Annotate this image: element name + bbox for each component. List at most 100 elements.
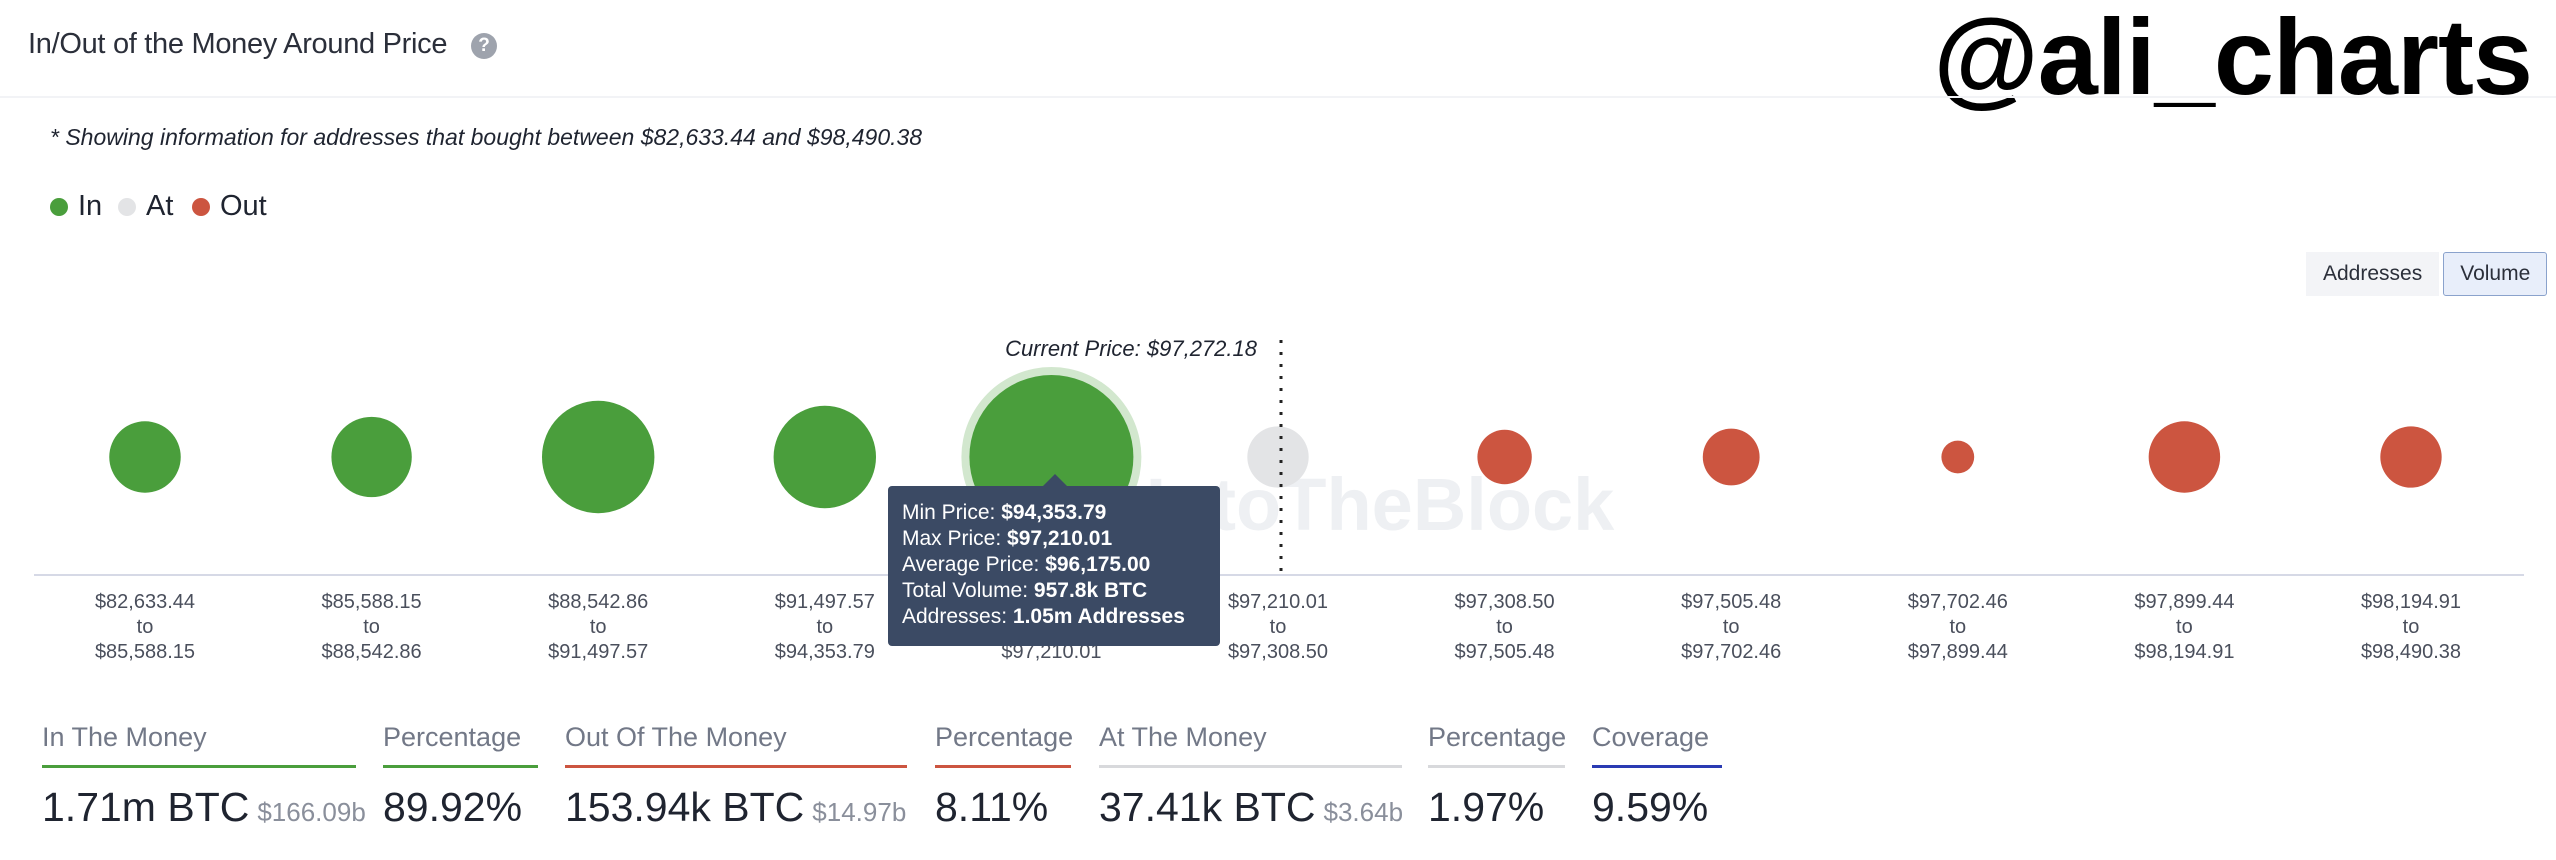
page-title: In/Out of the Money Around Price bbox=[28, 28, 448, 60]
bubble-in-2[interactable] bbox=[331, 416, 412, 498]
bubble-out-7[interactable] bbox=[1477, 429, 1532, 485]
stat-sub-value: $14.97b bbox=[812, 797, 907, 827]
tick-label-3-from: $88,542.86 bbox=[548, 591, 648, 613]
tick-label-8-to-word: to bbox=[1723, 616, 1740, 638]
stat-value: 37.41k BTC bbox=[1099, 784, 1316, 830]
stat-value: 153.94k BTC bbox=[565, 784, 805, 830]
tick-label-2-to: $88,542.86 bbox=[322, 641, 422, 663]
tick-label-10-to: $98,194.91 bbox=[2134, 641, 2234, 663]
tick-label-6-to-word: to bbox=[1270, 616, 1287, 638]
stat-rule bbox=[1099, 765, 1402, 768]
tick-label-1-from: $82,633.44 bbox=[95, 591, 195, 613]
stat-in-the-money: In The Money 1.71m BTC $166.09b bbox=[42, 722, 366, 831]
stat-rule bbox=[1592, 765, 1722, 768]
stat-label: Percentage bbox=[383, 722, 522, 752]
toggle-addresses-button[interactable]: Addresses bbox=[2306, 252, 2440, 296]
bubble-out-11[interactable] bbox=[2380, 426, 2442, 488]
bubble-in-1[interactable] bbox=[109, 421, 181, 493]
tick-label-7-to-word: to bbox=[1496, 616, 1513, 638]
legend-item-at[interactable]: At bbox=[118, 190, 173, 223]
tick-label-1-to-word: to bbox=[137, 616, 154, 638]
bubble-in-3[interactable] bbox=[541, 400, 655, 514]
stat-value: 8.11% bbox=[935, 784, 1049, 830]
header-divider bbox=[0, 96, 2556, 98]
stat-out-percentage: Percentage 8.11% bbox=[935, 722, 1074, 831]
toggle-volume-button[interactable]: Volume bbox=[2443, 252, 2548, 296]
tick-label-10-from: $97,899.44 bbox=[2134, 591, 2234, 613]
tooltip-volume-value: 957.8k BTC bbox=[1033, 579, 1148, 602]
stat-rule bbox=[383, 765, 538, 768]
tick-label-10-to-word: to bbox=[2176, 616, 2193, 638]
tick-label-4-from: $91,497.57 bbox=[775, 591, 875, 613]
tick-label-4-to-word: to bbox=[816, 616, 833, 638]
tooltip-avg-label: Average Price: bbox=[902, 553, 1040, 576]
legend-dot-in-icon bbox=[50, 197, 68, 216]
current-price-label: Current Price: $97,272.18 bbox=[1005, 336, 1258, 361]
tick-label-9-to-word: to bbox=[1949, 616, 1966, 638]
stat-rule bbox=[42, 765, 356, 768]
stat-value: 1.71m BTC bbox=[42, 784, 250, 830]
tooltip-min-label: Min Price: bbox=[902, 501, 996, 524]
tooltip-addresses-label: Addresses: bbox=[902, 605, 1008, 628]
stat-at-percentage: Percentage 1.97% bbox=[1428, 722, 1567, 831]
tooltip-max-value: $97,210.01 bbox=[1007, 527, 1113, 550]
tick-label-7-from: $97,308.50 bbox=[1455, 591, 1555, 613]
tick-label-9-from: $97,702.46 bbox=[1908, 591, 2008, 613]
bubble-out-8[interactable] bbox=[1702, 428, 1760, 486]
tick-label-6-to: $97,308.50 bbox=[1228, 641, 1328, 663]
tick-label-6-from: $97,210.01 bbox=[1228, 591, 1328, 613]
bubble-in-4[interactable] bbox=[773, 405, 877, 509]
tooltip-max-label: Max Price: bbox=[902, 527, 1002, 550]
stat-label: In The Money bbox=[42, 722, 207, 752]
stat-value: 1.97% bbox=[1428, 784, 1545, 830]
tick-label-9-to: $97,899.44 bbox=[1908, 641, 2008, 663]
tooltip-arrow bbox=[1042, 474, 1068, 487]
tick-label-2-to-word: to bbox=[363, 616, 380, 638]
legend-label: At bbox=[146, 190, 174, 222]
intotheblock-watermark: IntoTheBlock bbox=[1146, 463, 1616, 546]
tick-label-3-to-word: to bbox=[590, 616, 607, 638]
tick-label-1-to: $85,588.15 bbox=[95, 641, 195, 663]
stat-at-the-money: At The Money 37.41k BTC $3.64b bbox=[1099, 722, 1404, 831]
stat-rule bbox=[935, 765, 1071, 768]
bubble-at-6[interactable] bbox=[1247, 426, 1309, 488]
legend-label: Out bbox=[220, 190, 267, 222]
tick-label-11-from: $98,194.91 bbox=[2361, 591, 2461, 613]
tooltip-addresses-value: 1.05m Addresses bbox=[1012, 605, 1185, 628]
tooltip-min-value: $94,353.79 bbox=[1001, 501, 1107, 524]
tick-label-5-to: $97,210.01 bbox=[1001, 641, 1101, 663]
stat-coverage: Coverage 9.59% bbox=[1592, 722, 1722, 831]
stat-label: Percentage bbox=[1428, 722, 1567, 752]
stat-value: 9.59% bbox=[1592, 784, 1709, 830]
tick-label-11-to: $98,490.38 bbox=[2361, 641, 2461, 663]
stat-label: Percentage bbox=[935, 722, 1074, 752]
tooltip-volume-label: Total Volume: bbox=[902, 579, 1029, 602]
tick-label-3-to: $91,497.57 bbox=[548, 641, 648, 663]
tick-label-11-to-word: to bbox=[2403, 616, 2420, 638]
legend-item-in[interactable]: In bbox=[50, 190, 102, 223]
tick-label-8-from: $97,505.48 bbox=[1681, 591, 1781, 613]
stat-label: Out Of The Money bbox=[565, 722, 787, 752]
tick-label-8-to: $97,702.46 bbox=[1681, 641, 1781, 663]
stat-in-percentage: Percentage 89.92% bbox=[383, 722, 538, 831]
bubble-out-10[interactable] bbox=[2148, 421, 2221, 493]
tick-label-7-to: $97,505.48 bbox=[1455, 641, 1555, 663]
legend-item-out[interactable]: Out bbox=[192, 190, 267, 223]
stat-rule bbox=[1428, 765, 1565, 768]
stat-label: At The Money bbox=[1099, 722, 1267, 752]
tooltip-avg-value: $96,175.00 bbox=[1045, 553, 1151, 576]
legend-label: In bbox=[78, 190, 103, 222]
legend-dot-at-icon bbox=[118, 197, 136, 216]
stat-rule bbox=[565, 765, 907, 768]
tick-label-4-to: $94,353.79 bbox=[775, 641, 875, 663]
range-note: * Showing information for addresses that… bbox=[50, 124, 923, 150]
stat-sub-value: $166.09b bbox=[257, 797, 366, 827]
help-icon[interactable]: ? bbox=[471, 33, 497, 59]
bubble-tooltip: Min Price: $94,353.79 Max Price: $97,210… bbox=[888, 486, 1220, 646]
stat-value: 89.92% bbox=[383, 784, 523, 830]
metric-toggle: Addresses Volume bbox=[2306, 252, 2548, 296]
bubble-out-9[interactable] bbox=[1941, 440, 1975, 474]
legend-dot-out-icon bbox=[192, 197, 210, 216]
stat-sub-value: $3.64b bbox=[1323, 797, 1404, 827]
tick-label-2-from: $85,588.15 bbox=[322, 591, 422, 613]
